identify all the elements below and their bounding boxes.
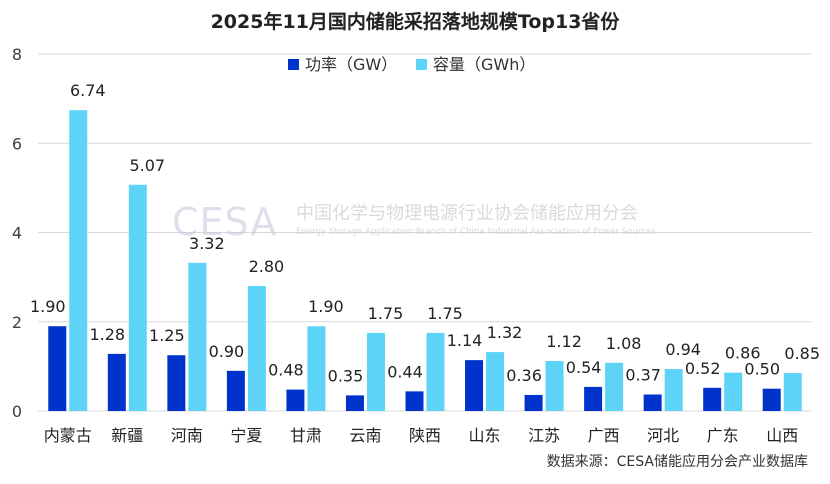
y-tick-label: 2 (12, 313, 22, 332)
data-label-power: 1.14 (447, 331, 483, 350)
x-tick-label: 宁夏 (230, 426, 262, 445)
x-tick-label: 新疆 (111, 426, 143, 445)
x-tick-label: 广东 (707, 426, 739, 445)
bar-capacity (366, 332, 385, 411)
bar-power (405, 391, 424, 411)
x-tick-label: 广西 (588, 426, 620, 445)
x-tick-label: 山西 (766, 426, 798, 445)
data-label-power: 0.44 (387, 362, 423, 381)
data-label-capacity: 1.12 (546, 332, 582, 351)
y-tick-label: 4 (12, 224, 22, 243)
bar-power (524, 394, 543, 411)
data-label-capacity: 1.75 (427, 304, 463, 323)
x-tick-label: 陕西 (409, 426, 441, 445)
bar-capacity (724, 372, 743, 411)
x-tick-label: 甘肃 (290, 426, 322, 445)
watermark: CESA 中国化学与物理电源行业协会储能应用分会 Energy Storage … (172, 200, 656, 244)
bar-power (286, 389, 305, 411)
data-label-capacity: 5.07 (129, 156, 165, 175)
bar-capacity (69, 110, 88, 411)
bar-power (107, 353, 126, 411)
bar-power (345, 395, 364, 411)
y-tick-label: 6 (12, 134, 22, 153)
bar-capacity (128, 184, 147, 411)
data-label-capacity: 6.74 (70, 81, 106, 100)
data-label-capacity: 0.85 (784, 344, 820, 363)
data-label-power: 0.50 (744, 360, 780, 379)
y-tick-label: 8 (12, 45, 22, 64)
data-label-power: 0.37 (625, 365, 661, 384)
data-label-power: 1.28 (89, 325, 125, 344)
x-tick-label: 河北 (647, 426, 679, 445)
bar-capacity (605, 362, 624, 411)
data-label-capacity: 1.90 (308, 297, 344, 316)
x-tick-label: 内蒙古 (44, 426, 92, 445)
bars (48, 110, 802, 411)
data-labels: 1.90 6.74 1.28 5.07 1.25 3.32 0.90 2.80 0.48 1.90… (30, 81, 820, 385)
legend: 功率（GW） 容量（GWh） (288, 55, 535, 74)
data-label-capacity: 1.08 (606, 334, 642, 353)
legend-label-capacity: 容量（GWh） (433, 55, 535, 74)
data-label-power: 0.52 (685, 359, 721, 378)
bar-capacity (188, 262, 207, 411)
data-label-power: 0.54 (566, 358, 602, 377)
data-label-power: 0.90 (209, 342, 245, 361)
x-tick-label: 云南 (349, 426, 381, 445)
source-note: 数据来源：CESA储能应用分会产业数据库 (547, 453, 808, 470)
legend-label-power: 功率（GW） (305, 55, 397, 74)
chart-title: 2025年11月国内储能采招落地规模Top13省份 (211, 10, 621, 33)
bar-capacity (426, 332, 445, 411)
data-label-capacity: 2.80 (249, 257, 285, 276)
y-axis: 0 2 4 6 8 (12, 45, 22, 421)
bar-power (762, 388, 781, 411)
bar-power (584, 386, 603, 411)
watermark-logo: CESA (172, 200, 277, 244)
data-label-capacity: 3.32 (189, 234, 225, 253)
bar-capacity (307, 326, 326, 411)
data-label-capacity: 1.32 (487, 323, 523, 342)
data-label-capacity: 0.94 (665, 340, 701, 359)
watermark-name-cn: 中国化学与物理电源行业协会储能应用分会 (296, 203, 638, 224)
legend-swatch-capacity (416, 59, 427, 70)
bar-capacity (247, 286, 266, 411)
gridlines (38, 53, 812, 412)
data-label-power: 1.90 (30, 297, 66, 316)
data-label-power: 0.48 (268, 361, 304, 380)
bar-capacity (486, 352, 505, 411)
bar-power (48, 326, 67, 411)
data-label-power: 0.35 (328, 366, 364, 385)
x-tick-label: 山东 (469, 426, 501, 445)
data-label-power: 1.25 (149, 326, 185, 345)
bar-power (167, 355, 186, 411)
x-tick-label: 江苏 (528, 426, 560, 445)
x-axis: 内蒙古 新疆 河南 宁夏 甘肃 云南 陕西 山东 江苏 广西 河北 广东 山西 (44, 426, 798, 445)
bar-power (703, 387, 722, 411)
bar-capacity (664, 369, 683, 411)
bar-power (465, 360, 484, 411)
data-label-capacity: 0.86 (725, 344, 761, 363)
data-label-capacity: 1.75 (368, 304, 404, 323)
bar-capacity (783, 373, 802, 411)
legend-swatch-power (288, 59, 299, 70)
y-tick-label: 0 (12, 402, 22, 421)
bar-capacity (545, 361, 564, 411)
watermark-name-en: Energy Storage Application Branch of Chi… (296, 227, 656, 237)
x-tick-label: 河南 (171, 426, 203, 445)
data-label-power: 0.36 (506, 366, 542, 385)
bar-power (226, 370, 245, 411)
bar-power (643, 394, 662, 411)
